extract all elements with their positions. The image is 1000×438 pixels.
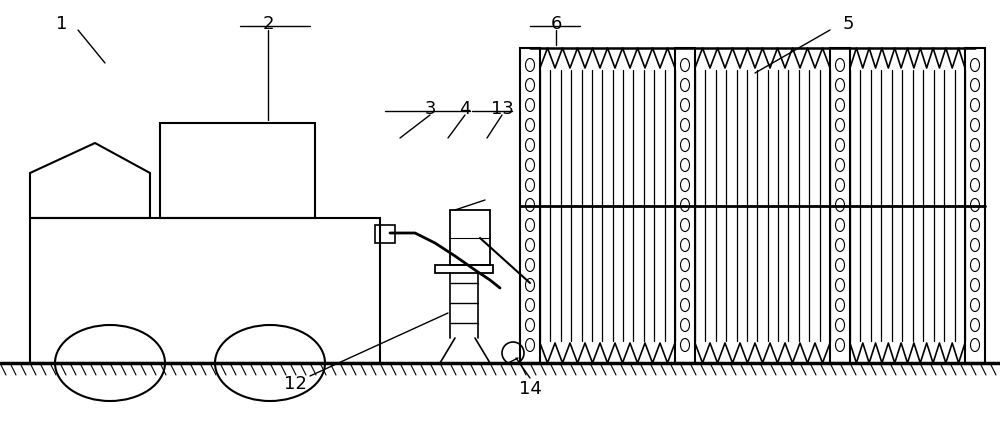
Text: 12: 12 <box>284 374 306 392</box>
Text: 5: 5 <box>842 15 854 33</box>
Bar <box>830 49 850 363</box>
Bar <box>375 226 395 244</box>
Text: 2: 2 <box>262 15 274 33</box>
Bar <box>965 49 985 363</box>
Text: 13: 13 <box>491 100 513 118</box>
Text: 14: 14 <box>519 379 541 397</box>
Text: 4: 4 <box>459 100 471 118</box>
Bar <box>435 265 493 273</box>
Text: 1: 1 <box>56 15 68 33</box>
Text: 3: 3 <box>424 100 436 118</box>
Text: 6: 6 <box>550 15 562 33</box>
Bar <box>520 49 540 363</box>
Bar <box>450 211 490 265</box>
Bar <box>675 49 695 363</box>
Bar <box>160 124 315 219</box>
Bar <box>30 219 380 363</box>
